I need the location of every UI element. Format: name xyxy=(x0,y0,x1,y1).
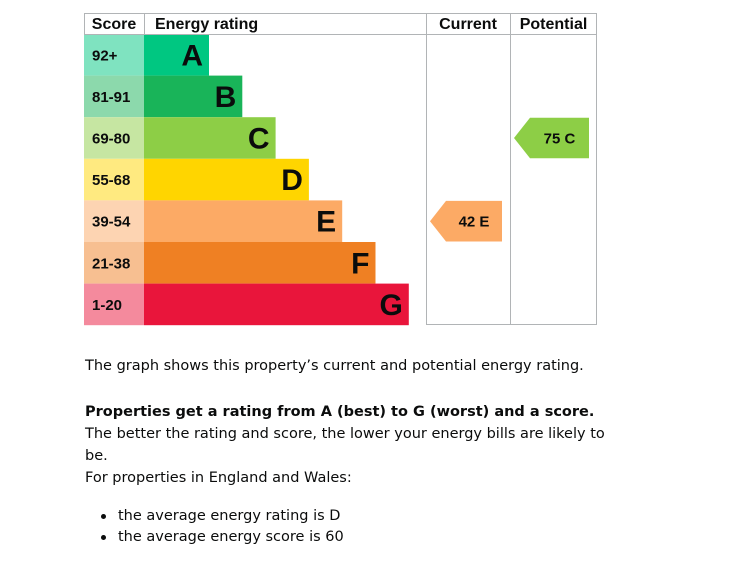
band-letter: F xyxy=(351,247,369,280)
band-bar-g xyxy=(144,283,409,326)
band-bar-b xyxy=(144,75,243,118)
band-bar-d xyxy=(144,158,309,201)
score-label: 92+ xyxy=(92,47,118,64)
score-label: 81-91 xyxy=(92,89,130,106)
score-cell xyxy=(84,200,144,242)
score-cell xyxy=(84,117,144,159)
score-label: 69-80 xyxy=(92,131,130,148)
score-cell xyxy=(84,34,144,76)
band-letter: G xyxy=(379,289,402,322)
band-letter: E xyxy=(316,206,336,239)
band-letter: B xyxy=(215,81,237,114)
score-cell xyxy=(84,283,144,326)
current-rating-arrow xyxy=(430,200,502,242)
band-letter: D xyxy=(281,164,303,197)
list-item: the average energy rating is D xyxy=(85,506,344,527)
potential-header: Potential xyxy=(520,16,588,33)
current-rating-label: 42 E xyxy=(459,214,490,231)
list-item: the average energy score is 60 xyxy=(85,527,344,548)
score-label: 21-38 xyxy=(92,255,130,272)
score-cell xyxy=(84,242,144,284)
chart-header xyxy=(84,13,597,34)
score-cell xyxy=(84,75,144,118)
average-list: the average energy rating is D the avera… xyxy=(85,506,344,548)
energy-rating-header: Energy rating xyxy=(155,16,258,33)
band-letter: A xyxy=(181,39,203,72)
band-bar-f xyxy=(144,242,376,284)
score-label: 1-20 xyxy=(92,297,122,314)
potential-rating-label: 75 C xyxy=(544,131,576,148)
score-label: 39-54 xyxy=(92,214,131,231)
rating-explanation: Properties get a rating from A (best) to… xyxy=(85,401,605,467)
intro-text: The graph shows this property’s current … xyxy=(85,358,584,374)
band-letter: C xyxy=(248,123,270,156)
score-header: Score xyxy=(92,16,137,33)
score-cell xyxy=(84,158,144,201)
potential-rating-arrow xyxy=(514,117,589,159)
band-bar-e xyxy=(144,200,343,242)
score-label: 55-68 xyxy=(92,172,130,189)
rating-explanation-rest: The better the rating and score, the low… xyxy=(85,426,605,464)
region-text: For properties in England and Wales: xyxy=(85,470,352,486)
rating-explanation-bold: Properties get a rating from A (best) to… xyxy=(85,404,595,420)
band-bar-a xyxy=(144,34,209,76)
epc-chart: Score Energy rating Current Potential 92+ A 81… xyxy=(84,13,597,326)
current-header: Current xyxy=(439,16,497,33)
band-bar-c xyxy=(144,117,276,159)
